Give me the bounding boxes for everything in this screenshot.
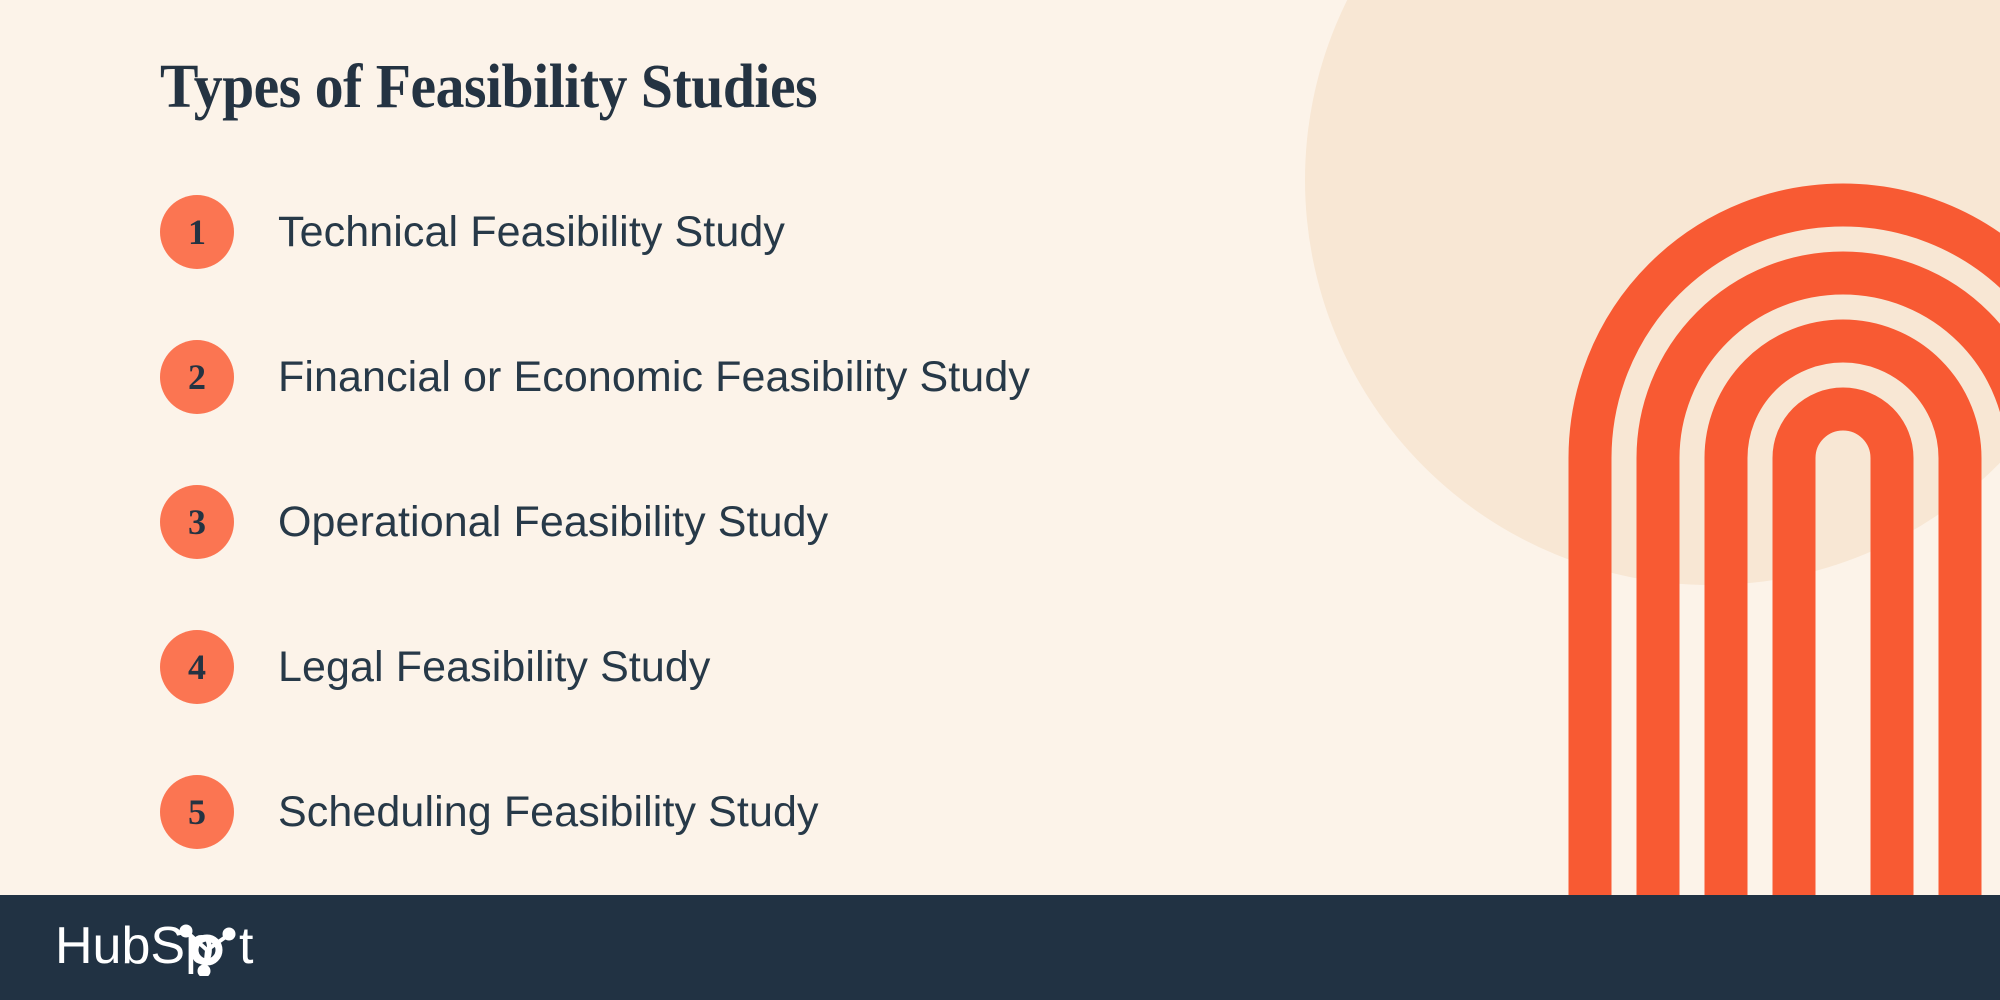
list-item-number-badge: 3 (160, 485, 234, 559)
footer-bar: HubSp t (0, 895, 2000, 1000)
list-item-number-badge: 2 (160, 340, 234, 414)
list-item-number-badge: 5 (160, 775, 234, 849)
hubspot-logo: HubSp t (55, 920, 270, 976)
page-title: Types of Feasibility Studies (160, 53, 818, 121)
list-item: 3 Operational Feasibility Study (160, 472, 1460, 572)
list-item: 2 Financial or Economic Feasibility Stud… (160, 327, 1460, 427)
list-item-number-badge: 1 (160, 195, 234, 269)
hubspot-sprocket-icon (179, 924, 236, 976)
hubspot-wordmark-icon: HubSp t (55, 920, 254, 976)
list-item-label: Technical Feasibility Study (278, 207, 785, 256)
list-item-label: Legal Feasibility Study (278, 642, 711, 691)
list-item: 5 Scheduling Feasibility Study (160, 762, 1460, 862)
feasibility-study-list: 1 Technical Feasibility Study 2 Financia… (160, 182, 1460, 862)
list-item: 1 Technical Feasibility Study (160, 182, 1460, 282)
list-item-label: Financial or Economic Feasibility Study (278, 352, 1030, 401)
list-item-label: Operational Feasibility Study (278, 497, 829, 546)
main-content: Types of Feasibility Studies 1 Technical… (160, 53, 1460, 862)
list-item-number-badge: 4 (160, 630, 234, 704)
hubspot-wordmark-part-2: t (239, 920, 254, 975)
list-item: 4 Legal Feasibility Study (160, 617, 1460, 717)
list-item-label: Scheduling Feasibility Study (278, 787, 819, 836)
